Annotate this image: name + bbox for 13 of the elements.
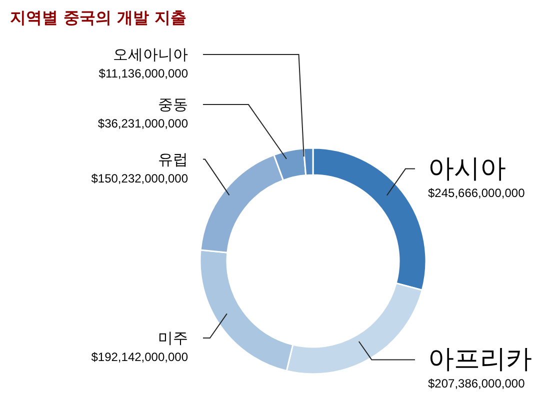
- slice-label: 중동: [158, 96, 188, 114]
- data-label: $192,142,000,000: [91, 350, 188, 364]
- data-label: $11,136,000,000: [98, 66, 188, 81]
- slice-label: 아시아: [428, 154, 506, 184]
- slice-label: 유럽: [158, 150, 188, 168]
- chart-title: 지역별 중국의 개발 지출: [10, 8, 187, 29]
- data-label: $150,232,000,000: [91, 171, 188, 186]
- data-label: $245,666,000,000: [428, 186, 526, 200]
- slice-label: 아프리카: [428, 344, 532, 375]
- data-label: $36,231,000,000: [98, 116, 188, 131]
- slice-label: 미주: [158, 328, 188, 347]
- data-label: $207,386,000,000: [428, 376, 526, 391]
- slice-label: 오세아니아: [113, 46, 188, 64]
